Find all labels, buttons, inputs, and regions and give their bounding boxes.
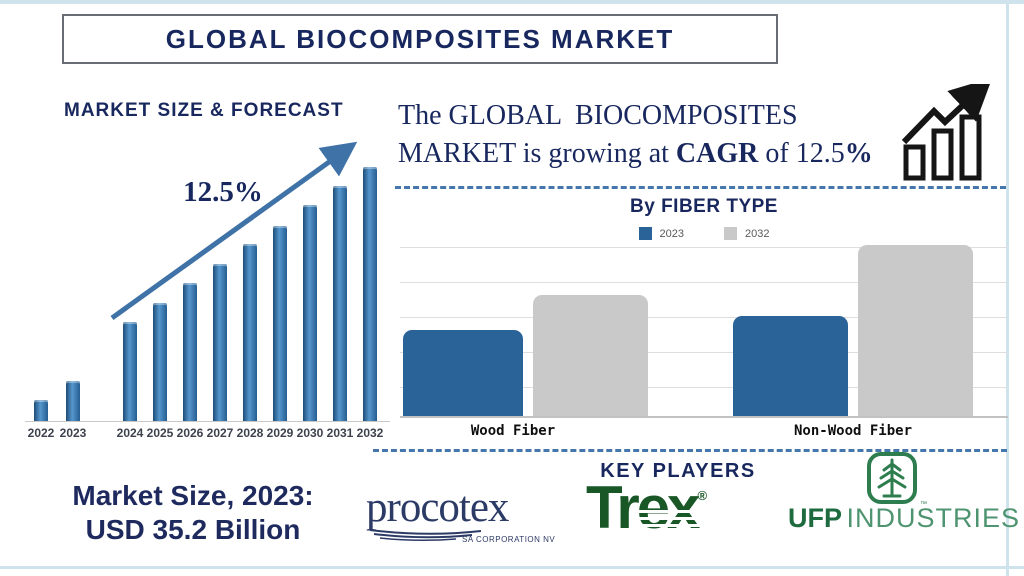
fiber-category-label: Wood Fiber bbox=[470, 423, 556, 439]
procotex-logo-text: procotex bbox=[366, 484, 509, 531]
legend-item-2032: 2032 bbox=[724, 227, 769, 240]
forecast-bar-2024 bbox=[123, 322, 137, 421]
forecast-bar-2029 bbox=[273, 226, 287, 421]
procotex-logo-subtext: SA CORPORATION NV bbox=[462, 535, 556, 544]
dashed-divider-bottom bbox=[373, 449, 1007, 452]
legend-item-2023: 2023 bbox=[638, 227, 684, 240]
growth-statement-line2: MARKET is growing at CAGR of 12.5% bbox=[398, 135, 918, 173]
ufp-logo-text-bold: UFP bbox=[788, 503, 842, 533]
procotex-waves-icon bbox=[369, 529, 482, 542]
growth-statement: The GLOBAL BIOCOMPOSITES MARKET is growi… bbox=[398, 97, 918, 173]
forecast-year-label: 2032 bbox=[356, 426, 384, 440]
market-size-line1: Market Size, 2023: bbox=[72, 480, 314, 511]
fiber-legend: 2023 2032 bbox=[400, 227, 1008, 240]
page-title-box: GLOBAL BIOCOMPOSITES MARKET bbox=[62, 14, 778, 64]
forecast-bar-2028 bbox=[243, 244, 257, 421]
forecast-chart: 12.5% bbox=[25, 140, 390, 422]
forecast-year-label: 2031 bbox=[326, 426, 354, 440]
growth-line2-pre: MARKET is growing at bbox=[398, 138, 676, 169]
forecast-bar-2032 bbox=[363, 167, 377, 421]
forecast-bar-2031 bbox=[333, 186, 347, 421]
fiber-bar-wood-fiber-2023 bbox=[403, 330, 523, 416]
forecast-year-label: 2024 bbox=[116, 426, 144, 440]
pine-tree-icon bbox=[867, 452, 917, 504]
forecast-year-label: 2022 bbox=[27, 426, 55, 440]
forecast-year-label: 2025 bbox=[146, 426, 174, 440]
legend-label: 2032 bbox=[745, 227, 770, 240]
dashed-divider-top bbox=[395, 186, 1006, 189]
fiber-category-labels: Wood Fiber Non-Wood Fiber bbox=[400, 423, 1008, 441]
forecast-bar-2026 bbox=[183, 283, 197, 421]
forecast-year-label: 2023 bbox=[59, 426, 87, 440]
forecast-bar-2030 bbox=[303, 205, 317, 421]
forecast-year-label: 2030 bbox=[296, 426, 324, 440]
page-title: GLOBAL BIOCOMPOSITES MARKET bbox=[165, 23, 675, 54]
forecast-year-label: 2028 bbox=[236, 426, 264, 440]
gridline bbox=[400, 387, 1008, 388]
forecast-bar-2027 bbox=[213, 264, 227, 421]
fiber-chart-title: By FIBER TYPE bbox=[630, 196, 778, 217]
growth-line2-cagr: CAGR bbox=[675, 138, 759, 169]
gridline bbox=[400, 352, 1008, 353]
forecast-bar-2022 bbox=[34, 400, 48, 421]
fiber-bar-non-wood-fiber-2023 bbox=[733, 316, 848, 416]
growth-statement-line1: The GLOBAL BIOCOMPOSITES bbox=[398, 100, 798, 131]
fiber-category-label: Non-Wood Fiber bbox=[793, 423, 913, 439]
market-size-callout: Market Size, 2023: USD 35.2 Billion bbox=[28, 479, 358, 547]
fiber-bar-wood-fiber-2032 bbox=[533, 295, 648, 416]
market-size-line2: USD 35.2 Billion bbox=[85, 514, 301, 545]
cagr-annotation: 12.5% bbox=[183, 176, 263, 208]
frame-top-border bbox=[0, 0, 1024, 4]
forecast-bar-2025 bbox=[153, 303, 167, 421]
frame-right-border bbox=[1006, 0, 1009, 576]
gridline bbox=[400, 247, 1008, 248]
forecast-year-label: 2029 bbox=[266, 426, 294, 440]
procotex-logo: procotex SA CORPORATION NV bbox=[366, 486, 561, 544]
ufp-industries-logo: ™ UFP INDUSTRIES bbox=[788, 451, 1019, 533]
forecast-heading: MARKET SIZE & FORECAST bbox=[64, 100, 344, 121]
legend-swatch bbox=[638, 227, 652, 240]
ufp-logo-text-light: INDUSTRIES bbox=[846, 503, 1020, 533]
trex-logo: Trex® bbox=[586, 478, 771, 542]
forecast-year-label: 2026 bbox=[176, 426, 204, 440]
legend-label: 2023 bbox=[659, 227, 684, 240]
fiber-chart-plot bbox=[400, 245, 1008, 418]
key-players-heading: KEY PLAYERS bbox=[600, 460, 756, 482]
trex-stripes-effect bbox=[634, 506, 752, 530]
forecast-year-labels: 2022 2023 2024 2025 2026 2027 2028 2029 2030 2031… bbox=[25, 426, 390, 442]
forecast-bar-2023 bbox=[66, 381, 80, 421]
trex-registered-mark: ® bbox=[697, 488, 708, 503]
growth-bars-arrow-icon bbox=[901, 84, 992, 181]
growth-line2-percent: % bbox=[844, 138, 873, 169]
ufp-trademark: ™ bbox=[920, 501, 927, 508]
gridline bbox=[400, 317, 1008, 318]
legend-swatch bbox=[724, 227, 737, 240]
frame-bottom-border bbox=[0, 566, 1024, 569]
growth-line2-mid: of 12.5 bbox=[758, 138, 845, 169]
gridline bbox=[400, 282, 1008, 283]
fiber-bar-non-wood-fiber-2032 bbox=[858, 245, 973, 416]
ufp-logo-text: UFP INDUSTRIES bbox=[788, 503, 1020, 534]
forecast-year-label: 2027 bbox=[206, 426, 234, 440]
